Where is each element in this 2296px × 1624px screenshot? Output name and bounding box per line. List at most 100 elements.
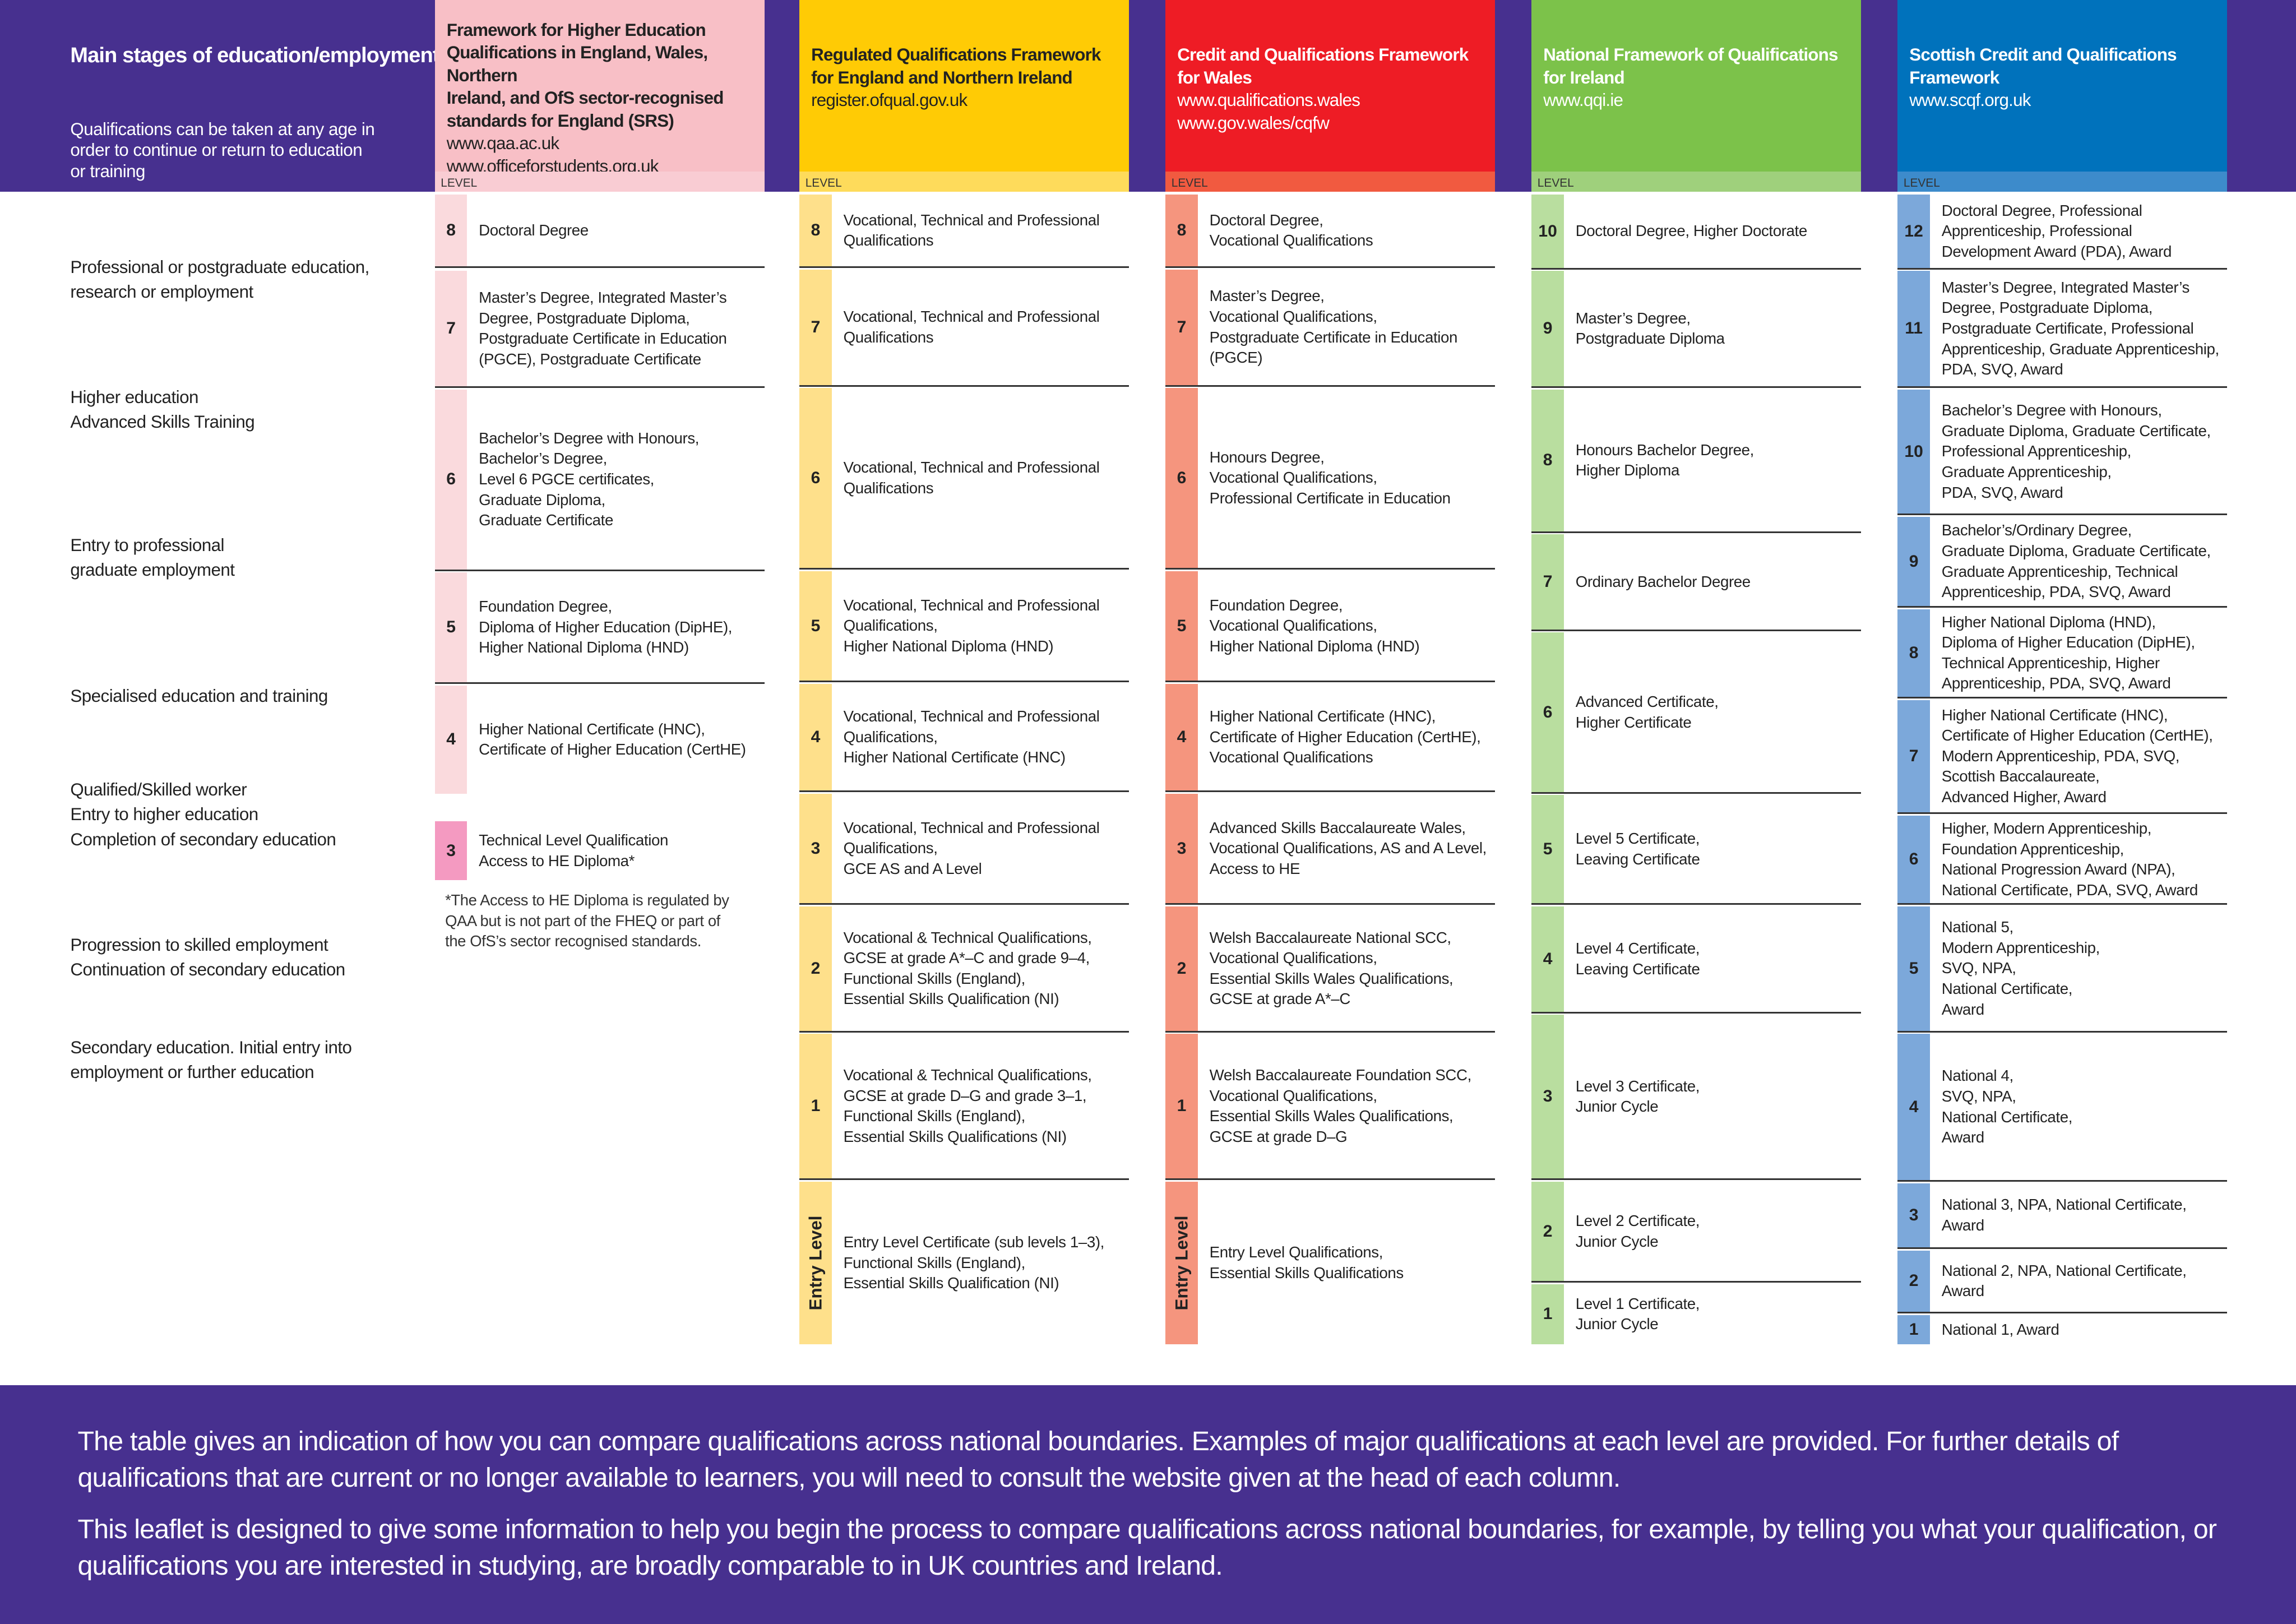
- level-row: 8 Doctoral Degree: [434, 195, 765, 269]
- footer-paragraph-1: The table gives an indication of how you…: [77, 1426, 2119, 1493]
- level-number: 6: [1165, 388, 1198, 568]
- stage-label: Qualified/Skilled worker Entry to higher…: [70, 780, 336, 849]
- level-number: 1: [1897, 1315, 1930, 1344]
- level-number-text: 3: [1177, 839, 1187, 858]
- qualifications-text: Vocational & Technical Qualifications, G…: [843, 928, 1092, 1008]
- level-number-text: 8: [1543, 451, 1553, 470]
- level-strip: LEVEL: [1897, 171, 2228, 192]
- framework-urls[interactable]: register.ofqual.gov.uk: [811, 90, 968, 110]
- level-number-text: 3: [811, 839, 821, 858]
- level-row: 10 Bachelor’s Degree with Honours, Gradua…: [1897, 389, 2228, 516]
- column-header-nfq: National Framework of Qualifications for…: [1531, 0, 1862, 172]
- level-number-text: 8: [446, 221, 456, 240]
- qualifications-text: National 1, Award: [1941, 1320, 2059, 1338]
- level-number: 1: [799, 1034, 832, 1179]
- level-number-text: 3: [1909, 1205, 1919, 1224]
- level-number-text: 8: [1909, 643, 1919, 662]
- level-number: 6: [799, 388, 832, 568]
- qualifications-text: Master’s Degree, Integrated Master’s Deg…: [1941, 278, 2219, 378]
- level-row: 7 Ordinary Bachelor Degree: [1531, 534, 1862, 631]
- qualifications-text: Master’s Degree, Postgraduate Diploma: [1575, 309, 1725, 348]
- level-strip: LEVEL: [1531, 171, 1862, 192]
- qualifications-text: Level 1 Certificate, Junior Cycle: [1575, 1294, 1700, 1333]
- level-row: 4 Higher National Certificate (HNC), Cert…: [1165, 683, 1496, 793]
- level-number-text: 11: [1905, 319, 1923, 338]
- level-number: 10: [1531, 195, 1564, 268]
- level-row: 5 Vocational, Technical and Professional …: [799, 571, 1129, 683]
- qualifications-text: Vocational & Technical Qualifications, G…: [843, 1066, 1092, 1145]
- level-row: 8 Doctoral Degree, Vocational Qualificati…: [1165, 195, 1496, 269]
- level-number-text: 2: [1177, 959, 1187, 978]
- qualifications-text: Doctoral Degree, Vocational Qualificatio…: [1209, 211, 1373, 249]
- qualifications-text: Level 2 Certificate, Junior Cycle: [1575, 1212, 1700, 1250]
- level-number-text: 6: [1543, 702, 1553, 721]
- qualifications-text: Honours Degree, Vocational Qualification…: [1209, 448, 1451, 507]
- level-strip: LEVEL: [799, 171, 1129, 192]
- level-row: 3 Technical Level Qualification Access to…: [434, 821, 765, 880]
- level-row: 9 Bachelor’s/Ordinary Degree, Graduate Di…: [1897, 517, 2228, 608]
- level-strip: LEVEL: [434, 171, 765, 192]
- qualifications-text: Advanced Skills Baccalaureate Wales, Voc…: [1209, 818, 1487, 877]
- level-number: 5: [1165, 571, 1198, 681]
- level-number-text: 9: [1543, 319, 1553, 338]
- level-number-text: 5: [811, 616, 821, 635]
- level-number-text: 7: [1909, 747, 1919, 765]
- level-row: 5 Level 5 Certificate, Leaving Certificat…: [1531, 795, 1862, 905]
- level-number: 9: [1531, 271, 1564, 387]
- qualifications-text: Level 5 Certificate, Leaving Certificate: [1575, 830, 1700, 868]
- level-row: Entry Level Entry Level Certificate (sub …: [799, 1182, 1129, 1344]
- level-row: 9 Master’s Degree, Postgraduate Diploma: [1531, 271, 1862, 388]
- footnote: *The Access to HE Diploma is regulated b…: [445, 891, 729, 950]
- level-strip: LEVEL: [1165, 171, 1496, 192]
- level-number: 3: [1897, 1183, 1930, 1248]
- level-row: Entry Level Entry Level Qualifications, E…: [1165, 1182, 1495, 1344]
- level-row: 5 Foundation Degree, Vocational Qualifica…: [1165, 571, 1496, 683]
- level-number-text: Entry Level: [1172, 1215, 1192, 1311]
- level-number-text: 8: [1177, 221, 1187, 240]
- level-row: 1 Level 1 Certificate, Junior Cycle: [1531, 1284, 1861, 1344]
- qualifications-text: Vocational, Technical and Professional Q…: [843, 211, 1100, 249]
- level-number: 3: [799, 793, 832, 904]
- framework-title: National Framework of Qualifications for…: [1543, 45, 1838, 87]
- framework-urls[interactable]: www.scqf.org.uk: [1909, 90, 2031, 110]
- framework-urls[interactable]: www.qqi.ie: [1543, 90, 1623, 110]
- level-number: 4: [1165, 683, 1198, 791]
- level-number: 8: [434, 195, 467, 267]
- framework-title: Scottish Credit and Qualifications Frame…: [1909, 45, 2177, 87]
- qualifications-text: Master’s Degree, Integrated Master’s Deg…: [479, 289, 727, 368]
- level-row: 7 Master’s Degree, Integrated Master’s De…: [434, 271, 765, 388]
- level-number-text: 5: [446, 618, 456, 637]
- level-number-text: 4: [1543, 949, 1553, 968]
- framework-urls[interactable]: www.qualifications.wales www.gov.wales/c…: [1177, 90, 1360, 133]
- qualifications-text: Bachelor’s Degree with Honours, Graduate…: [1941, 401, 2211, 501]
- level-number: 5: [1531, 795, 1564, 904]
- qualifications-text: Vocational, Technical and Professional Q…: [843, 308, 1100, 346]
- level-number-text: 4: [1177, 728, 1187, 747]
- level-number: 2: [1897, 1250, 1930, 1312]
- level-number-text: 10: [1904, 442, 1923, 461]
- level-row: 2 National 2, NPA, National Certificate, …: [1897, 1250, 2228, 1314]
- level-number-text: 5: [1909, 959, 1919, 978]
- level-number-text: 6: [1909, 850, 1919, 869]
- level-row: 4 Vocational, Technical and Professional …: [799, 683, 1129, 793]
- qualifications-text: Entry Level Qualifications, Essential Sk…: [1209, 1243, 1404, 1281]
- level-number: 8: [1531, 389, 1564, 531]
- level-number-text: 1: [1909, 1320, 1919, 1339]
- level-number-text: 6: [811, 468, 821, 487]
- qualifications-text: Vocational, Technical and Professional Q…: [843, 818, 1100, 877]
- qualifications-text: Doctoral Degree, Higher Doctorate: [1575, 222, 1808, 240]
- level-number: 12: [1897, 195, 1930, 268]
- stage-label: Higher education Advanced Skills Trainin…: [70, 387, 255, 432]
- level-row: 1 Vocational & Technical Qualifications, …: [799, 1034, 1129, 1181]
- level-number: 4: [1531, 906, 1564, 1012]
- level-number-text: 4: [811, 728, 821, 747]
- level-number: 4: [434, 685, 467, 794]
- level-number: Entry Level: [799, 1182, 832, 1344]
- footer-paragraph-2: This leaflet is designed to give some in…: [77, 1514, 2217, 1581]
- level-number-text: 2: [1909, 1271, 1919, 1290]
- framework-urls[interactable]: www.qaa.ac.uk www.officeforstudents.org.…: [446, 133, 659, 176]
- framework-title: Regulated Qualifications Framework for E…: [811, 45, 1101, 87]
- level-row: 7 Vocational, Technical and Professional …: [799, 269, 1129, 387]
- level-row: 3 National 3, NPA, National Certificate, …: [1897, 1183, 2228, 1250]
- level-number: 7: [434, 271, 467, 387]
